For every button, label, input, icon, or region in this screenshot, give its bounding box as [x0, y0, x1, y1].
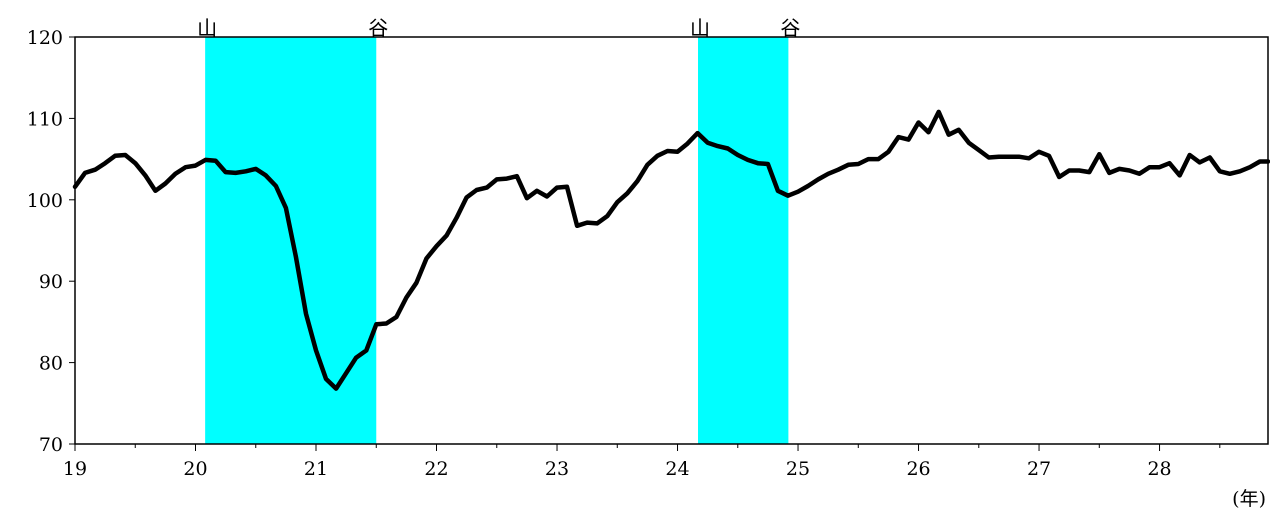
x-tick-label-19: 19 [63, 458, 87, 480]
series-line-layer [72, 109, 1270, 391]
x-tick-label-27: 27 [1027, 458, 1051, 480]
x-axis-unit-label: (年) [1232, 488, 1266, 510]
recession-bands [205, 37, 789, 444]
peak-marker-2: 山 [690, 16, 710, 40]
x-tick-label-26: 26 [906, 458, 930, 480]
x-tick-label-23: 23 [545, 458, 569, 480]
cycle-markers: 山谷山谷 [197, 16, 800, 40]
y-tick-label-110: 110 [27, 108, 63, 130]
y-tick-label-90: 90 [39, 271, 63, 293]
y-tick-label-70: 70 [39, 434, 63, 456]
trough-marker-2: 谷 [780, 16, 800, 40]
x-tick-label-22: 22 [424, 458, 448, 480]
trough-marker-1: 谷 [368, 16, 388, 40]
y-axis: 70 80 90 100 110 120 [27, 27, 75, 456]
series-line-1 [72, 109, 1270, 391]
x-tick-label-20: 20 [183, 458, 207, 480]
peak-marker-1: 山 [197, 16, 217, 40]
y-tick-label-100: 100 [27, 190, 63, 212]
x-tick-label-21: 21 [304, 458, 328, 480]
y-tick-label-80: 80 [39, 353, 63, 375]
y-tick-label-120: 120 [27, 27, 63, 49]
x-tick-label-28: 28 [1147, 458, 1171, 480]
plot-area-frame [74, 36, 1269, 445]
x-tick-label-25: 25 [786, 458, 810, 480]
recession-band-2 [698, 37, 789, 444]
x-axis: 19 20 21 22 23 24 25 26 27 28 [63, 444, 1221, 480]
x-tick-label-24: 24 [665, 458, 689, 480]
